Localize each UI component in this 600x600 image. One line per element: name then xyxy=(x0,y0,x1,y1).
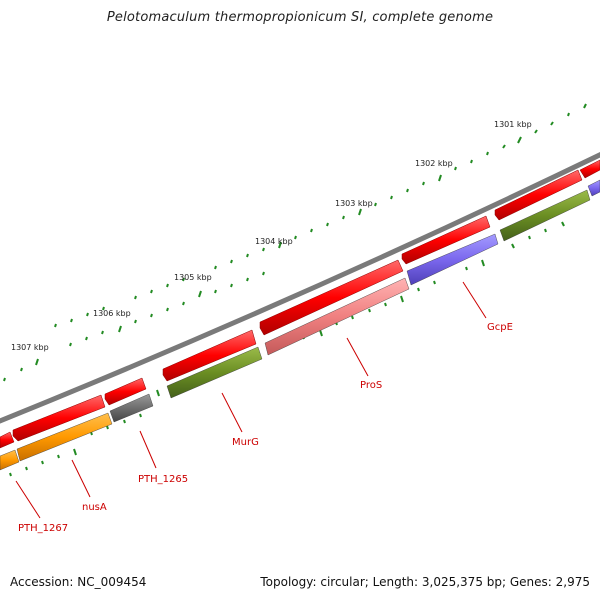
cog-feature[interactable] xyxy=(16,412,113,462)
scale-label-1304: 1304 kbp xyxy=(255,237,293,246)
gene-label-pth-1267[interactable]: PTH_1267 xyxy=(18,523,68,534)
page-title: Pelotomaculum thermopropionicum SI, comp… xyxy=(106,10,494,25)
gene-label-gcpe[interactable]: GcpE xyxy=(487,322,513,333)
scale-label-1307: 1307 kbp xyxy=(11,343,49,352)
cog-track xyxy=(0,179,600,471)
cog-feature[interactable] xyxy=(587,179,600,197)
cds-feature[interactable] xyxy=(12,394,106,442)
scale-label-1302: 1302 kbp xyxy=(415,159,453,168)
gene-label-pros[interactable]: ProS xyxy=(360,380,382,391)
cds-feature[interactable] xyxy=(259,259,404,336)
genome-backbone xyxy=(0,152,600,424)
scale-label-1305: 1305 kbp xyxy=(174,273,212,282)
gene-label-pth-1265[interactable]: PTH_1265 xyxy=(138,474,188,485)
scale-label-1303: 1303 kbp xyxy=(335,199,373,208)
cds-feature[interactable] xyxy=(162,329,257,382)
gene-label-nusa[interactable]: nusA xyxy=(82,502,107,513)
scale-ticks xyxy=(3,103,587,382)
cds-feature[interactable] xyxy=(494,169,583,221)
cog-feature[interactable] xyxy=(0,449,20,471)
cog-feature[interactable] xyxy=(499,189,591,242)
cds-feature[interactable] xyxy=(401,215,491,265)
gene-label-murg[interactable]: MurG xyxy=(232,437,259,448)
genome-summary: Topology: circular; Length: 3,025,375 bp… xyxy=(260,575,590,589)
accession-label: Accession: NC_009454 xyxy=(10,575,147,589)
cds-track xyxy=(0,159,600,449)
cds-feature[interactable] xyxy=(104,377,147,406)
cog-feature[interactable] xyxy=(166,346,263,399)
cds-feature[interactable] xyxy=(579,159,600,179)
cds-feature[interactable] xyxy=(0,431,15,449)
inner-ticks xyxy=(9,221,565,477)
scale-label-1306: 1306 kbp xyxy=(93,309,131,318)
cog-feature[interactable] xyxy=(109,393,154,423)
cog-feature[interactable] xyxy=(406,233,499,286)
label-leaders xyxy=(15,281,487,519)
cog-feature[interactable] xyxy=(264,277,410,356)
scale-label-1301: 1301 kbp xyxy=(494,120,532,129)
